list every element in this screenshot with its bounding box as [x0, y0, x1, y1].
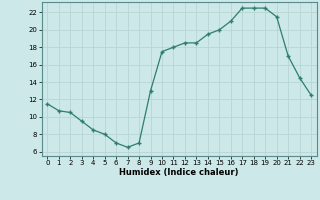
X-axis label: Humidex (Indice chaleur): Humidex (Indice chaleur) [119, 168, 239, 177]
